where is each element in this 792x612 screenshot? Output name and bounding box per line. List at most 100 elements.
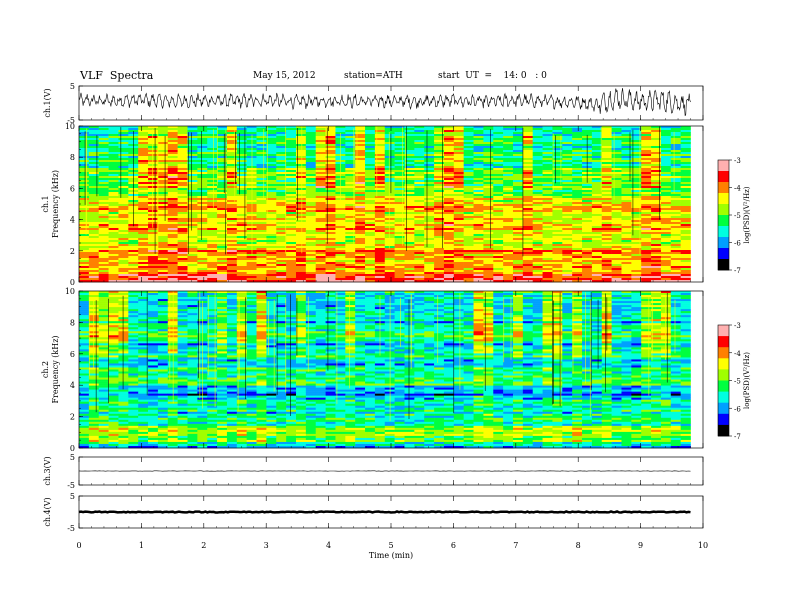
spectrogram-cell xyxy=(483,276,494,279)
spectrogram-cell xyxy=(651,190,662,193)
spectrogram-cell xyxy=(512,232,524,235)
spectrogram-cell xyxy=(463,266,474,269)
spectrogram-cell xyxy=(562,182,573,185)
spectrogram-cell xyxy=(325,224,336,227)
spectrogram-cell xyxy=(138,158,149,161)
spectrogram-cell xyxy=(552,146,563,149)
spectrogram-cell xyxy=(483,291,494,294)
spectrogram-cell xyxy=(315,126,326,129)
spectrogram-cell xyxy=(512,224,524,227)
spectrogram-cell xyxy=(582,272,593,275)
spectrogram-cell xyxy=(98,204,109,207)
spectrogram-cell xyxy=(453,266,464,269)
spectrogram-cell xyxy=(621,138,632,141)
spectrogram-cell xyxy=(138,186,149,189)
spectrogram-cell xyxy=(641,184,652,187)
spectrogram-cell xyxy=(256,226,267,229)
spectrogram-cell xyxy=(631,134,642,137)
spectrogram-cell xyxy=(88,220,100,223)
spectrogram-cell xyxy=(79,148,90,151)
spectrogram-cell xyxy=(641,240,652,243)
spectrogram-cell xyxy=(542,220,553,223)
spectrogram-cell xyxy=(226,228,238,231)
spectrogram-cell xyxy=(542,178,553,181)
colorbar-cell xyxy=(718,174,729,177)
spectrogram-cell xyxy=(295,222,307,225)
spectrogram-cell xyxy=(79,234,90,237)
spectrogram-cell xyxy=(503,164,514,167)
spectrogram-cell xyxy=(562,196,573,199)
spectrogram-cell xyxy=(88,150,100,153)
spectrogram-cell xyxy=(335,212,346,215)
spectrogram-cell xyxy=(355,268,366,271)
spectrogram-cell xyxy=(295,138,307,141)
spectrogram-cell xyxy=(325,270,336,273)
spectrogram-cell xyxy=(305,184,317,187)
spectrogram-cell xyxy=(522,154,534,157)
spectrogram-cell xyxy=(276,230,287,233)
spectrogram-cell xyxy=(414,192,425,195)
spectrogram-cell xyxy=(562,168,573,171)
spectrogram-cell xyxy=(148,162,159,165)
spectrogram-cell xyxy=(611,136,622,139)
spectrogram-cell xyxy=(374,228,386,231)
spectrogram-cell xyxy=(374,218,386,221)
spectrogram-cell xyxy=(98,266,109,269)
spectrogram-cell xyxy=(108,228,119,231)
spectrogram-cell xyxy=(670,132,681,135)
spectrogram-cell xyxy=(552,236,563,239)
spectrogram-cell xyxy=(374,226,386,229)
spectrogram-cell xyxy=(522,266,534,269)
spectrogram-cell xyxy=(414,144,425,147)
spectrogram-cell xyxy=(434,126,445,129)
spectrogram-cell xyxy=(256,182,267,185)
spectrogram-cell xyxy=(601,216,612,219)
spectrogram-cell xyxy=(98,240,109,243)
spectrogram-cell xyxy=(443,276,455,279)
spectrogram-cell xyxy=(434,234,445,237)
spectrogram-cell xyxy=(177,238,188,241)
spectrogram-cell xyxy=(138,244,149,247)
spectrogram-cell xyxy=(266,234,277,237)
spectrogram-cell xyxy=(226,176,238,179)
spectrogram-cell xyxy=(463,198,474,201)
colorbar-cell xyxy=(718,182,729,185)
spectrogram-cell xyxy=(345,252,356,255)
spectrogram-cell xyxy=(582,276,593,279)
spectrogram-cell xyxy=(148,216,159,219)
colorbar-cell xyxy=(718,163,729,166)
spectrogram-cell xyxy=(532,226,543,229)
spectrogram-cell xyxy=(591,160,603,163)
spectrogram-cell xyxy=(365,291,376,294)
spectrogram-cell xyxy=(374,200,386,203)
spectrogram-cell xyxy=(187,291,198,294)
spectrogram-cell xyxy=(453,250,464,253)
spectrogram-cell xyxy=(217,156,228,159)
spectrogram-cell xyxy=(443,254,455,257)
spectrogram-cell xyxy=(315,174,326,177)
spectrogram-cell xyxy=(79,210,90,213)
spectrogram-cell xyxy=(167,256,178,259)
spectrogram-cell xyxy=(443,156,455,159)
spectrogram-cell xyxy=(276,172,287,175)
spectrogram-cell xyxy=(118,134,129,137)
spectrogram-cell xyxy=(305,210,317,213)
spectrogram-cell xyxy=(365,152,376,155)
spectrogram-cell xyxy=(325,232,336,235)
spectrogram-cell xyxy=(88,184,100,187)
spectrogram-cell xyxy=(542,168,553,171)
spectrogram-cell xyxy=(384,246,395,249)
spectrogram-cell xyxy=(138,262,149,265)
spectrogram-cell xyxy=(552,196,563,199)
spectrogram-cell xyxy=(325,170,336,173)
spectrogram-cell xyxy=(512,198,524,201)
spectrogram-cell xyxy=(374,170,386,173)
spectrogram-cell xyxy=(384,218,395,221)
spectrogram-cell xyxy=(335,128,346,131)
spectrogram-cell xyxy=(365,138,376,141)
spectrogram-cell xyxy=(493,130,504,133)
spectrogram-cell xyxy=(631,190,642,193)
spectrogram-cell xyxy=(552,222,563,225)
spectrogram-cell xyxy=(483,262,494,265)
spectrogram-cell xyxy=(443,214,455,217)
